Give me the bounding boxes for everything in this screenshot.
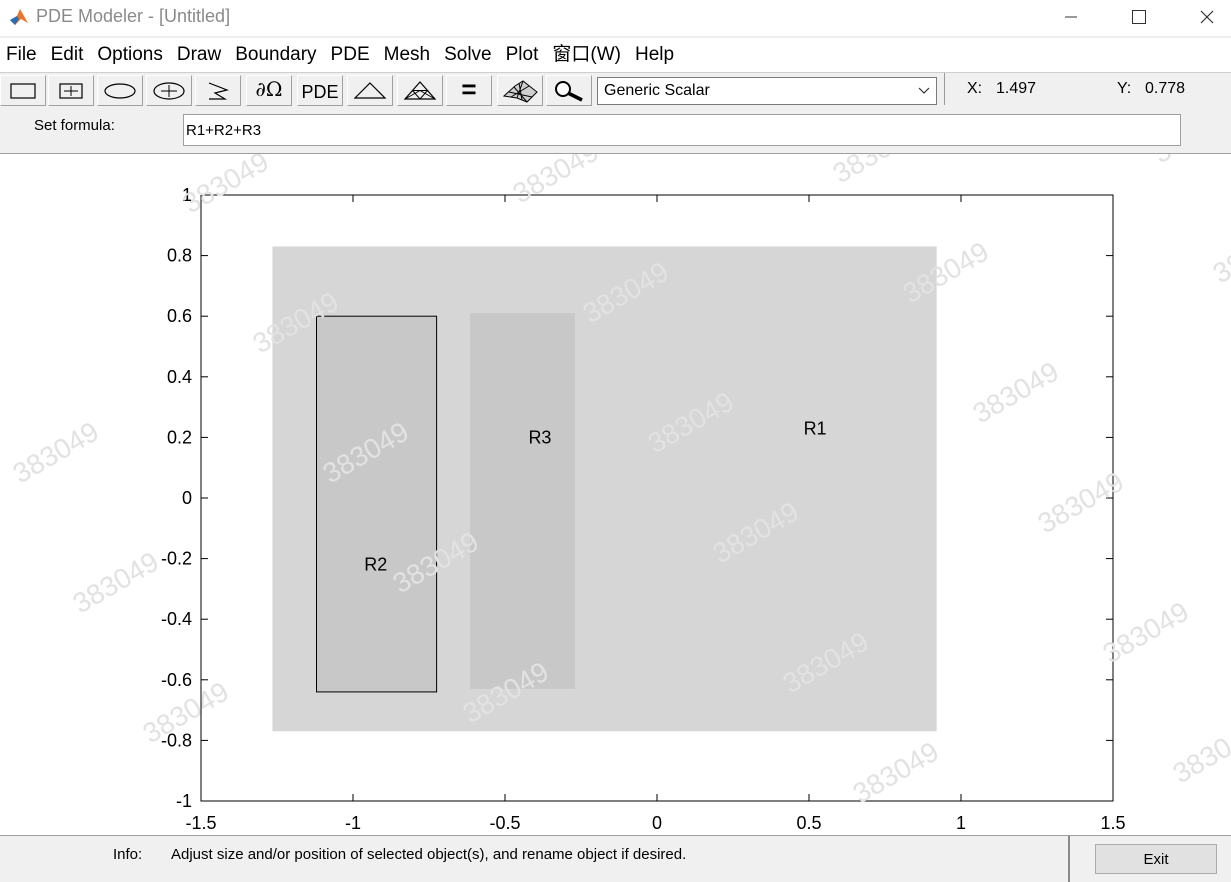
minimize-button[interactable]	[1042, 0, 1100, 34]
maximize-icon	[1131, 9, 1147, 25]
menu-pde[interactable]: PDE	[325, 38, 378, 72]
plot-icon	[501, 78, 539, 104]
ellipse-centered-icon	[151, 81, 187, 101]
y-tick-label: 0	[182, 488, 192, 508]
shape-r3[interactable]	[470, 313, 575, 689]
y-coord-value: 0.778	[1145, 80, 1185, 98]
close-button[interactable]	[1178, 0, 1231, 34]
shape-r2[interactable]	[317, 316, 437, 692]
solve-button[interactable]: =	[446, 75, 492, 106]
menu-edit[interactable]: Edit	[45, 38, 92, 72]
zoom-button[interactable]	[546, 75, 592, 106]
info-text: Adjust size and/or position of selected …	[171, 846, 686, 863]
polygon-icon	[203, 80, 233, 102]
menu-window[interactable]: 窗口(W)	[546, 38, 629, 72]
shape-label-r3: R3	[528, 427, 551, 447]
y-tick-label: 0.2	[167, 427, 192, 447]
menu-mesh[interactable]: Mesh	[378, 38, 438, 72]
x-coord-label: X:	[967, 80, 982, 98]
maximize-button[interactable]	[1110, 0, 1168, 34]
refine-mesh-button[interactable]	[397, 75, 443, 106]
application-mode-value: Generic Scalar	[604, 82, 710, 100]
ellipse-icon	[102, 81, 138, 101]
pde-specification-button[interactable]: PDE	[297, 75, 343, 106]
rectangle-centered-icon	[56, 81, 86, 101]
draw-ellipse-button[interactable]	[97, 75, 143, 106]
matlab-app-icon	[9, 7, 29, 27]
formula-input[interactable]	[183, 114, 1181, 146]
y-coord-label: Y:	[1117, 80, 1131, 98]
chevron-down-icon	[912, 78, 936, 104]
formula-label: Set formula:	[34, 117, 115, 134]
y-tick-label: 1	[182, 185, 192, 205]
menu-plot[interactable]: Plot	[500, 38, 547, 72]
x-tick-label: 0.5	[796, 813, 821, 833]
menu-solve[interactable]: Solve	[438, 38, 500, 72]
menu-boundary[interactable]: Boundary	[229, 38, 324, 72]
draw-polygon-button[interactable]	[195, 75, 241, 106]
y-tick-label: -0.6	[161, 670, 192, 690]
x-tick-label: -0.5	[489, 813, 520, 833]
y-tick-label: 0.4	[167, 367, 192, 387]
y-tick-label: -0.2	[161, 549, 192, 569]
init-mesh-button[interactable]	[347, 75, 393, 106]
shape-label-r1: R1	[804, 418, 827, 438]
window-title: PDE Modeler - [Untitled]	[36, 6, 230, 27]
formula-row: Set formula:	[0, 109, 1231, 154]
init-mesh-icon	[352, 80, 388, 102]
status-bar: Info: Adjust size and/or position of sel…	[0, 835, 1231, 882]
solve-icon: =	[461, 74, 476, 105]
y-tick-label: 0.8	[167, 246, 192, 266]
x-tick-label: -1.5	[185, 813, 216, 833]
x-tick-label: 0	[652, 813, 662, 833]
menu-draw[interactable]: Draw	[171, 38, 229, 72]
y-tick-label: -0.8	[161, 730, 192, 750]
menu-help[interactable]: Help	[629, 38, 682, 72]
close-icon	[1199, 9, 1215, 25]
x-tick-label: 1.5	[1100, 813, 1125, 833]
x-coord-value: 1.497	[996, 80, 1036, 98]
refine-mesh-icon	[402, 80, 438, 102]
y-tick-label: -1	[176, 791, 192, 811]
title-bar: PDE Modeler - [Untitled]	[0, 0, 1231, 36]
info-label: Info:	[113, 846, 142, 863]
plot-button[interactable]	[497, 75, 543, 106]
x-tick-label: -1	[345, 813, 361, 833]
menu-options[interactable]: Options	[91, 38, 170, 72]
minimize-icon	[1063, 9, 1079, 25]
application-mode-select[interactable]: Generic Scalar	[597, 77, 937, 105]
zoom-icon	[551, 79, 587, 103]
draw-rectangle-centered-button[interactable]	[48, 75, 94, 106]
x-tick-label: 1	[956, 813, 966, 833]
boundary-mode-icon: ∂Ω	[256, 77, 283, 101]
boundary-mode-button[interactable]: ∂Ω	[246, 75, 292, 106]
draw-ellipse-centered-button[interactable]	[146, 75, 192, 106]
menu-bar: File Edit Options Draw Boundary PDE Mesh…	[0, 38, 1231, 72]
rectangle-icon	[8, 81, 38, 101]
pde-specification-icon: PDE	[301, 82, 338, 103]
y-tick-label: 0.6	[167, 306, 192, 326]
shape-label-r2: R2	[364, 555, 387, 575]
pointer-coordinates: X: 1.497 Y: 0.778	[944, 73, 1231, 105]
draw-rectangle-button[interactable]	[0, 75, 46, 106]
y-tick-label: -0.4	[161, 609, 192, 629]
exit-button[interactable]: Exit	[1095, 844, 1217, 874]
menu-file[interactable]: File	[0, 38, 45, 72]
status-divider	[1068, 836, 1070, 882]
